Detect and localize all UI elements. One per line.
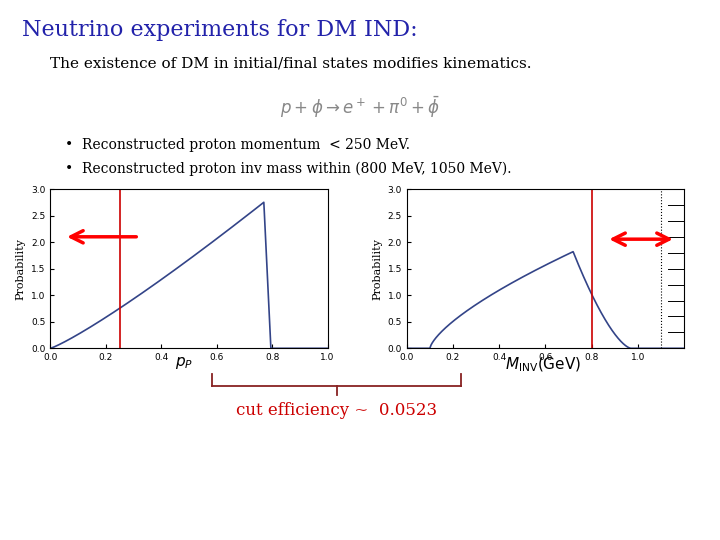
Text: •  Reconstructed proton inv mass within (800 MeV, 1050 MeV).: • Reconstructed proton inv mass within (… — [65, 162, 511, 177]
Text: Neutrino experiments for DM IND:: Neutrino experiments for DM IND: — [22, 19, 417, 41]
Text: •  Reconstructed proton momentum  < 250 MeV.: • Reconstructed proton momentum < 250 Me… — [65, 138, 410, 152]
Text: $p_P$: $p_P$ — [174, 355, 193, 372]
Y-axis label: Probability: Probability — [16, 238, 26, 300]
Text: cut efficiency ~  0.0523: cut efficiency ~ 0.0523 — [236, 402, 438, 419]
Text: $M_{\mathrm{INV}}(\mathrm{GeV})$: $M_{\mathrm{INV}}(\mathrm{GeV})$ — [505, 355, 582, 374]
Text: $p + \phi \rightarrow e^+ + \pi^0 + \bar{\phi}$: $p + \phi \rightarrow e^+ + \pi^0 + \bar… — [280, 94, 440, 120]
Y-axis label: Probability: Probability — [372, 238, 382, 300]
Text: The existence of DM in initial/final states modifies kinematics.: The existence of DM in initial/final sta… — [50, 57, 532, 71]
